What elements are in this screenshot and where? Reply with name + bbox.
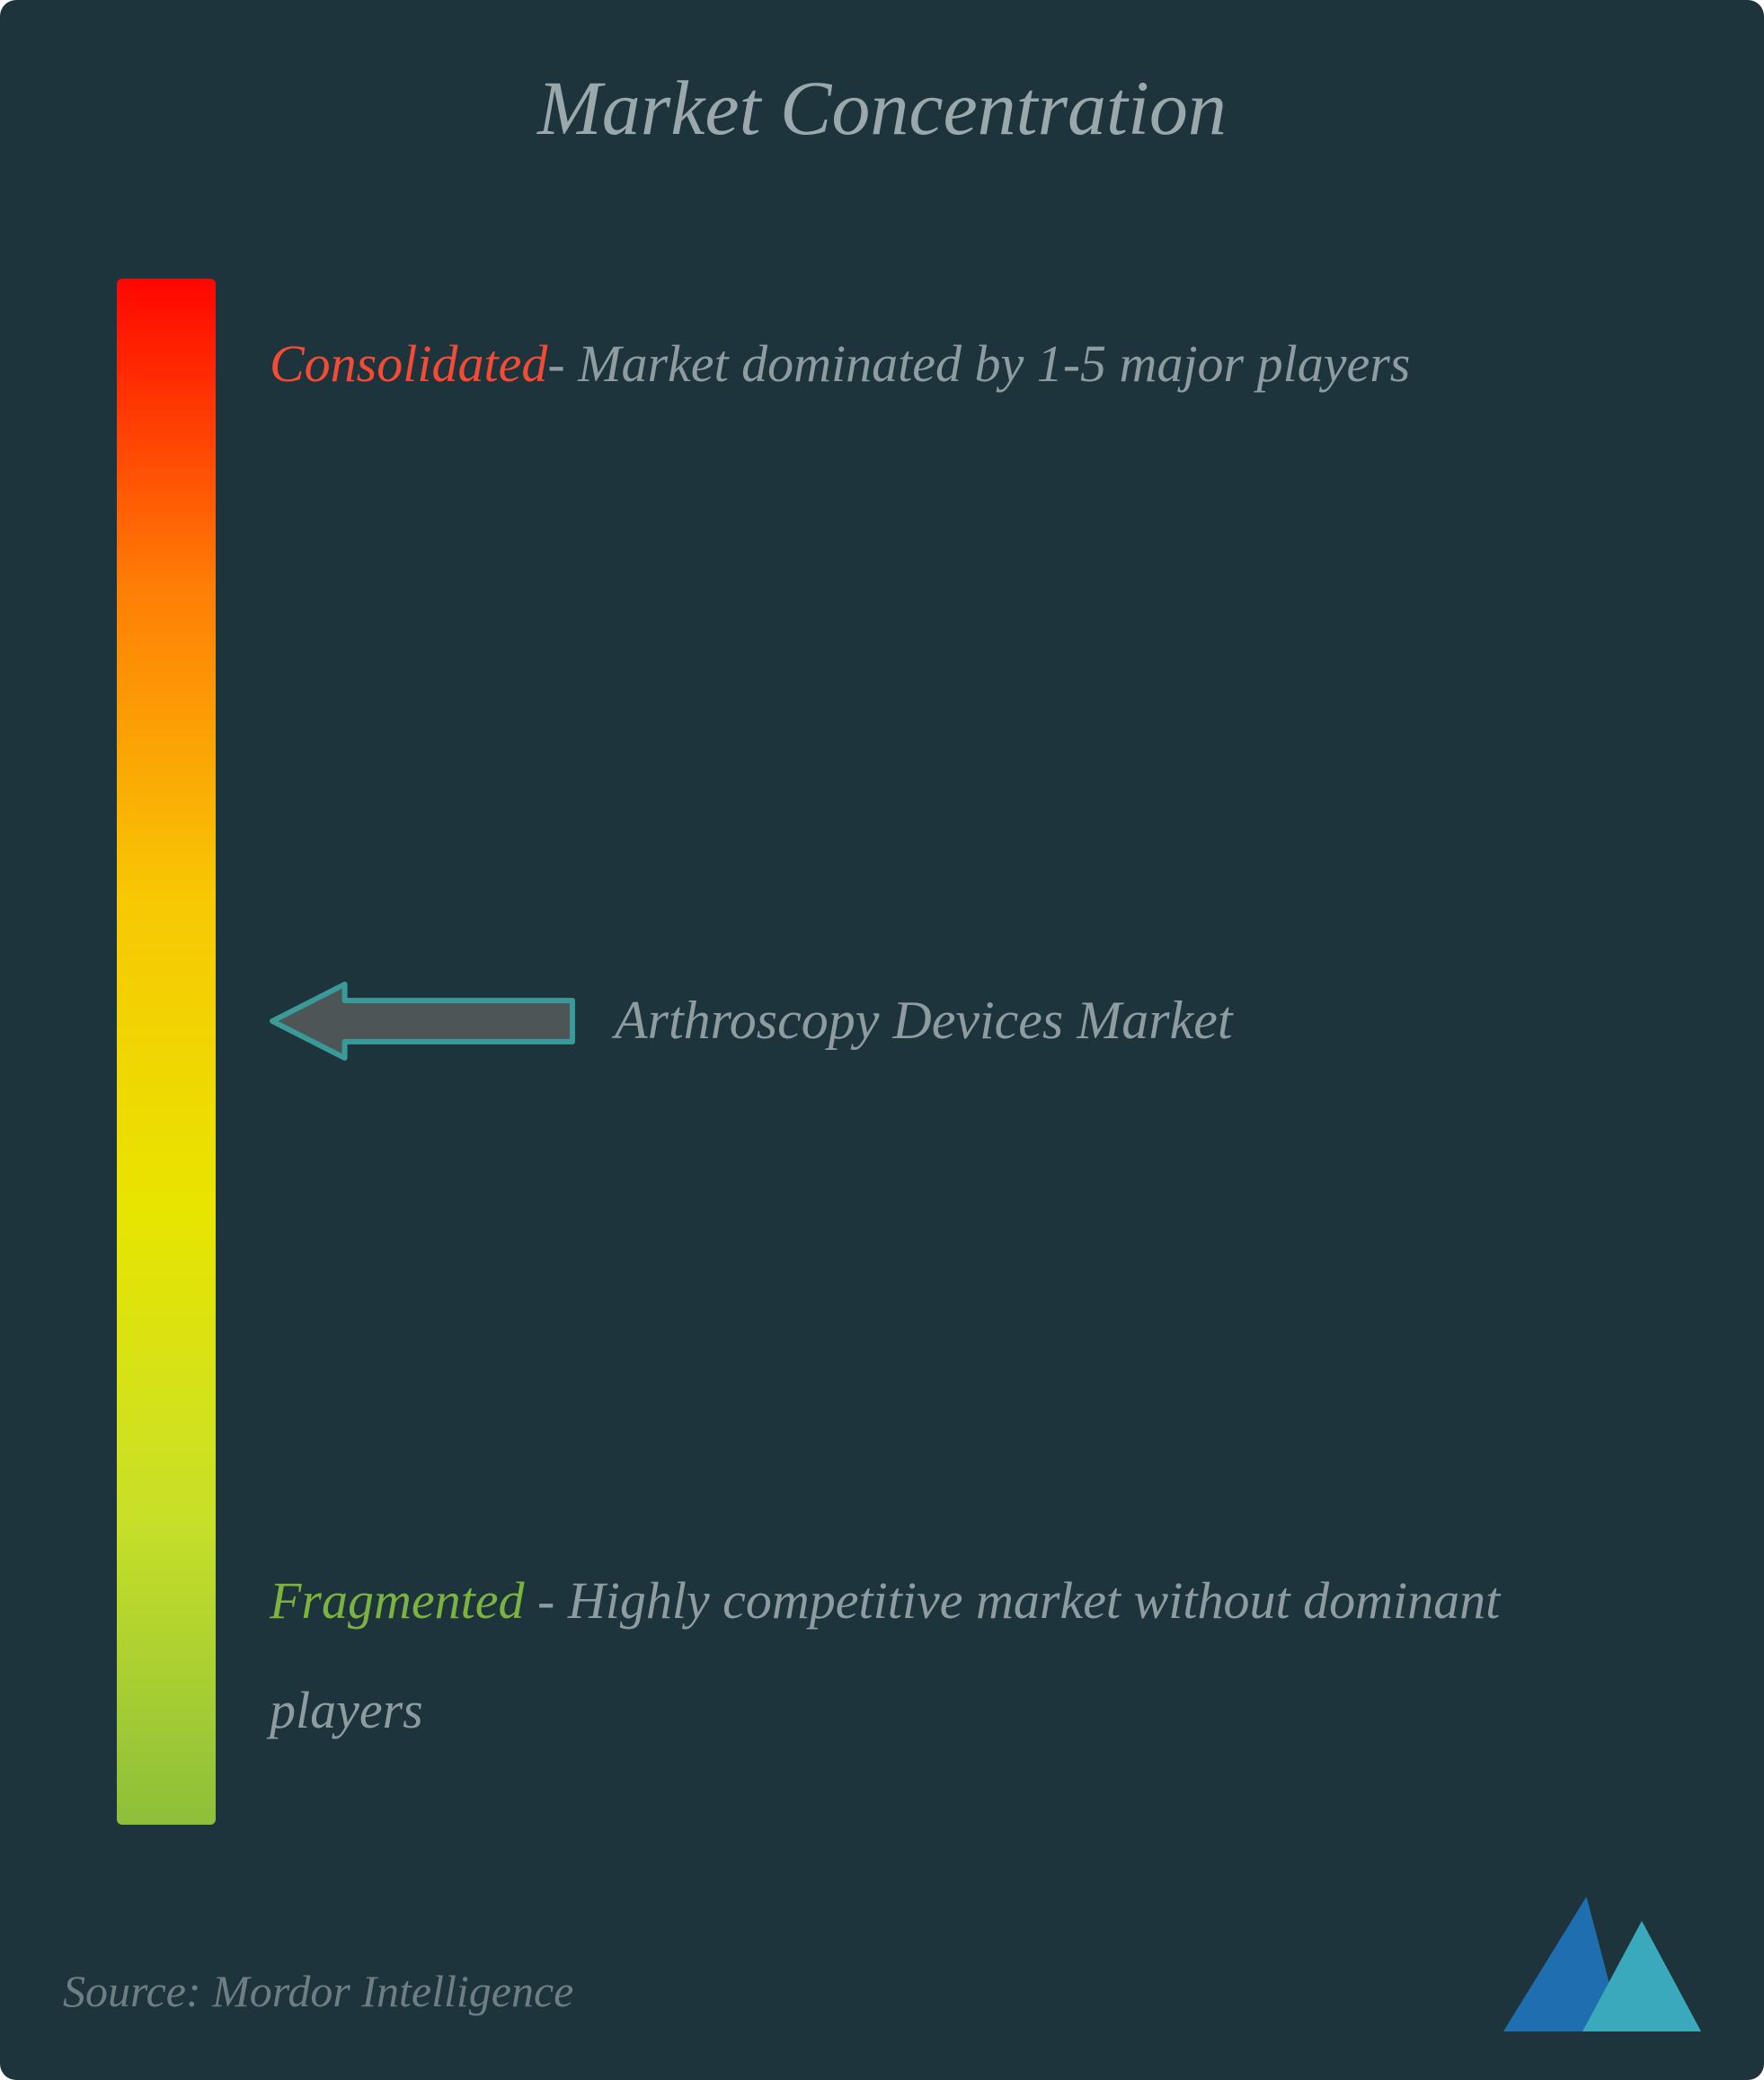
text-column: Consolidated- Market dominated by 1-5 ma… bbox=[270, 279, 1647, 1825]
source-attribution: Source: Mordor Intelligence bbox=[63, 1965, 573, 2017]
infographic-card: Market Concentration Consolidated- Marke… bbox=[0, 0, 1764, 2080]
market-label: Arthroscopy Devices Market bbox=[615, 990, 1233, 1052]
source-name: Mordor Intelligence bbox=[212, 1966, 573, 2016]
consolidated-description: Consolidated- Market dominated by 1-5 ma… bbox=[270, 309, 1647, 419]
infographic-title: Market Concentration bbox=[0, 63, 1764, 153]
market-position-marker: Arthroscopy Devices Market bbox=[270, 982, 1233, 1061]
consolidated-rest: - Market dominated by 1-5 major players bbox=[547, 334, 1410, 393]
consolidated-keyword: Consolidated bbox=[270, 334, 547, 393]
mordor-logo-icon bbox=[1503, 1897, 1701, 2031]
left-arrow-icon bbox=[270, 982, 575, 1061]
content-row: Consolidated- Market dominated by 1-5 ma… bbox=[0, 279, 1764, 1825]
source-prefix: Source: bbox=[63, 1966, 212, 2016]
concentration-gradient-bar bbox=[117, 279, 216, 1825]
fragmented-keyword: Fragmented bbox=[270, 1571, 525, 1630]
fragmented-description: Fragmented - Highly competitive market w… bbox=[270, 1546, 1647, 1765]
